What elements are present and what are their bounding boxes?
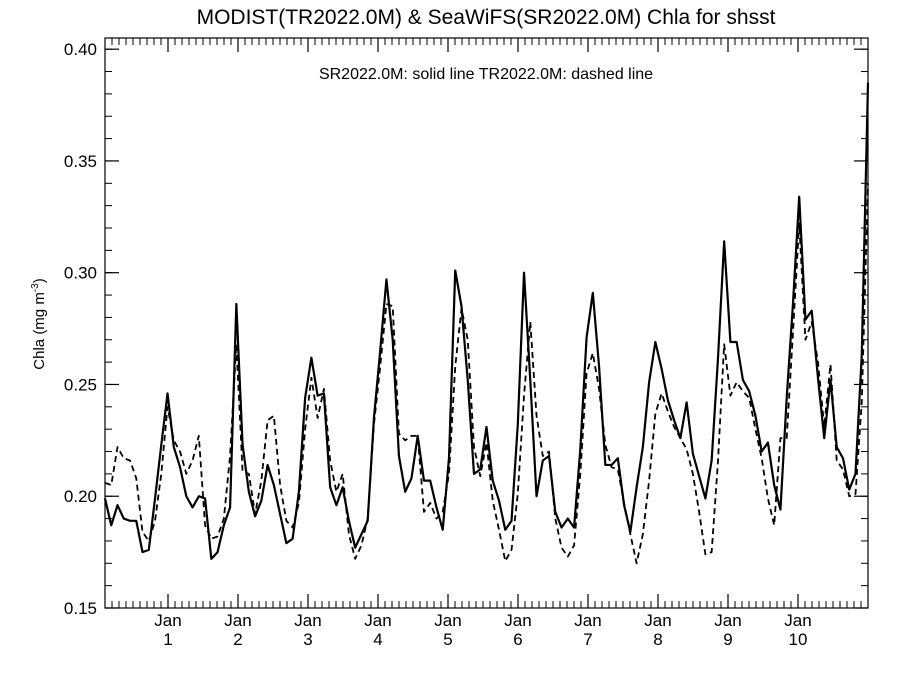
series-line-dashed	[104, 183, 869, 565]
x-tick-label-month: Jan	[574, 611, 601, 630]
y-tick-label: 0.25	[64, 375, 97, 394]
y-tick-label: 0.30	[64, 264, 97, 283]
x-tick-label-month: Jan	[714, 611, 741, 630]
x-tick-label-month: Jan	[434, 611, 461, 630]
y-tick-label: 0.35	[64, 152, 97, 171]
x-tick-label-year: 10	[789, 630, 808, 649]
x-tick-label-year: 3	[303, 630, 312, 649]
x-tick-label-month: Jan	[294, 611, 321, 630]
y-tick-label: 0.15	[64, 599, 97, 618]
x-tick-label-month: Jan	[154, 611, 181, 630]
x-tick-label-year: 2	[233, 630, 242, 649]
y-axis-label-main: Chla (mg m	[31, 292, 48, 370]
chart-title: MODIST(TR2022.0M) & SeaWiFS(SR2022.0M) C…	[197, 6, 776, 29]
x-tick-label-year: 8	[653, 630, 662, 649]
x-tick-label-year: 6	[513, 630, 522, 649]
x-tick-label-year: 4	[373, 630, 382, 649]
y-tick-label: 0.20	[64, 487, 97, 506]
y-axis-label-sup: -3	[30, 283, 41, 292]
x-tick-label-year: 1	[163, 630, 172, 649]
y-tick-label: 0.40	[64, 40, 97, 59]
x-tick-label-year: 9	[723, 630, 732, 649]
y-axis-label-close: )	[31, 278, 48, 283]
x-tick-label-month: Jan	[644, 611, 671, 630]
x-tick-label-month: Jan	[364, 611, 391, 630]
x-tick-label-month: Jan	[504, 611, 531, 630]
x-tick-label-month: Jan	[784, 611, 811, 630]
plot-area: 0.150.200.250.300.350.40Jan1Jan2Jan3Jan4…	[64, 37, 870, 649]
x-tick-label-month: Jan	[224, 611, 251, 630]
x-tick-label-year: 5	[443, 630, 452, 649]
plot-frame	[104, 37, 869, 609]
y-axis-label: Chla (mg m-3)	[30, 278, 48, 369]
legend-text: SR2022.0M: solid line TR2022.0M: dashed …	[319, 66, 653, 83]
series-line-solid	[103, 82, 870, 560]
x-tick-label-year: 7	[583, 630, 592, 649]
